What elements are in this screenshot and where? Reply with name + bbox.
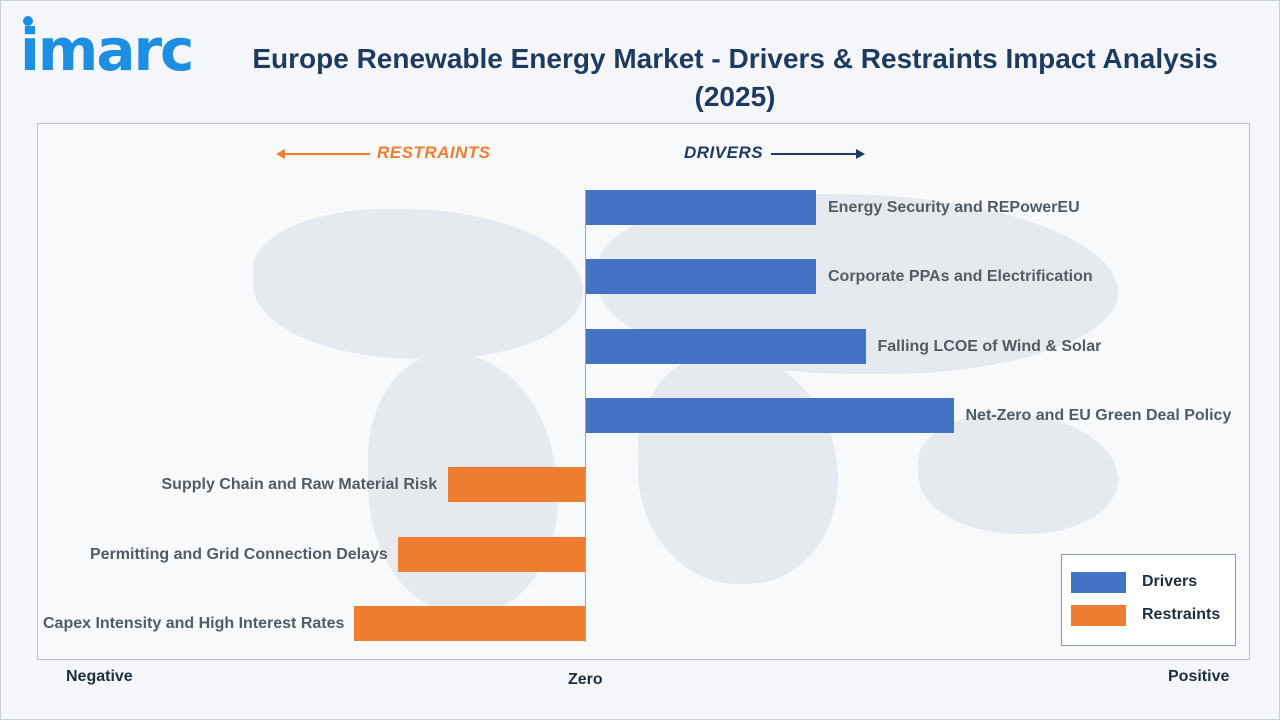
- world-map-shape: [918, 414, 1118, 534]
- world-map-shape: [638, 354, 838, 584]
- bar-label: Energy Security and REPowerEU: [828, 199, 1080, 216]
- bar-driver: [585, 398, 954, 433]
- bar-label: Capex Intensity and High Interest Rates: [43, 615, 345, 632]
- logo-text: imarc: [20, 16, 194, 84]
- zero-axis-line: [585, 190, 586, 642]
- legend-label-drivers: Drivers: [1142, 573, 1198, 590]
- bar-restraint: [354, 606, 585, 641]
- world-map-shape: [253, 209, 583, 359]
- chart-title: Europe Renewable Energy Market - Drivers…: [252, 43, 1218, 112]
- bar-label: Permitting and Grid Connection Delays: [90, 546, 388, 563]
- restraints-direction-label: RESTRAINTS: [377, 143, 491, 162]
- restraints-arrow-icon: [276, 149, 370, 159]
- imarc-logo: imarc: [20, 16, 210, 86]
- legend-swatch-drivers: [1071, 572, 1126, 593]
- bar-label: Corporate PPAs and Electrification: [828, 268, 1093, 285]
- bar-label: Falling LCOE of Wind & Solar: [877, 338, 1102, 355]
- drivers-direction-label: DRIVERS: [684, 143, 764, 162]
- bar-restraint: [398, 537, 585, 572]
- bar-driver: [585, 329, 866, 364]
- axis-positive-label: Positive: [1168, 668, 1230, 685]
- bar-driver: [585, 190, 816, 225]
- bar-label: Net-Zero and EU Green Deal Policy: [965, 407, 1232, 424]
- drivers-arrow-icon: [771, 149, 865, 159]
- bar-driver: [585, 259, 816, 294]
- legend-label-restraints: Restraints: [1142, 606, 1221, 623]
- legend: Drivers Restraints: [1061, 554, 1236, 646]
- bar-label: Supply Chain and Raw Material Risk: [161, 476, 438, 493]
- axis-negative-label: Negative: [66, 668, 133, 685]
- legend-swatch-restraints: [1071, 605, 1126, 626]
- axis-zero-label: Zero: [568, 671, 603, 688]
- logo-dot: [23, 16, 33, 26]
- bar-restraint: [447, 467, 585, 502]
